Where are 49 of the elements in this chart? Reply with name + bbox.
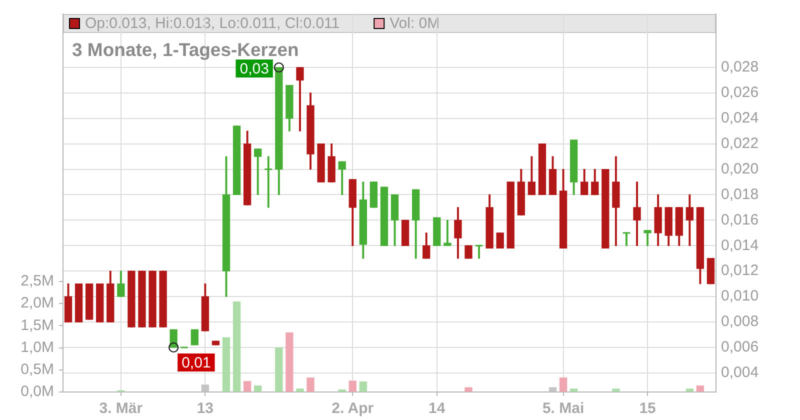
x-tick-label: 2. Apr — [332, 400, 374, 418]
text: 3 Monate, 1-Tages-Kerzen — [72, 39, 299, 60]
y-tick-label: 0,028 — [721, 58, 759, 76]
y-tick-label: 0,012 — [721, 262, 759, 280]
bar — [348, 380, 356, 392]
y2-tick-label: 0,5M — [20, 361, 54, 378]
bar — [338, 389, 346, 392]
bar — [286, 332, 294, 392]
bar — [296, 388, 304, 392]
bar — [696, 385, 704, 392]
y2-tick-label: 2,5M — [20, 272, 54, 290]
y-tick-label: 0,014 — [721, 236, 759, 254]
x-tick-label: 3. Mär — [99, 400, 143, 418]
bar — [570, 388, 578, 392]
y2-tick-label: 1,5M — [20, 316, 54, 334]
annotation: 0,01 — [182, 354, 211, 372]
y-tick-label: 0,022 — [721, 134, 759, 152]
bar — [201, 384, 210, 392]
y-tick-label: 0,024 — [721, 110, 759, 127]
bar — [612, 388, 620, 392]
x-tick-label: 14 — [428, 400, 446, 418]
y-tick-label: 0,026 — [721, 84, 759, 102]
y-tick-label: 0,006 — [721, 338, 759, 356]
bar — [548, 387, 557, 392]
candlestick — [444, 220, 452, 246]
y2-tick-label: 2,0M — [20, 294, 54, 312]
bar — [254, 385, 262, 392]
y2-tick-label: 0,0M — [20, 383, 54, 400]
bar — [306, 378, 314, 392]
bar — [464, 387, 472, 392]
bar — [222, 337, 230, 392]
bar — [686, 388, 694, 392]
bar — [559, 378, 568, 392]
y-tick-label: 0,016 — [721, 211, 759, 228]
bar — [232, 301, 241, 392]
x-tick-label: 15 — [639, 400, 656, 418]
y-tick-label: 0,004 — [721, 364, 759, 382]
annotation: 0,03 — [240, 60, 269, 78]
y-tick-label: 0,010 — [721, 288, 759, 305]
x-tick-label: 13 — [196, 400, 214, 418]
bar — [359, 382, 367, 392]
y2-tick-label: 1,0M — [20, 338, 54, 356]
bar — [243, 381, 252, 392]
y-tick-label: 0,020 — [721, 160, 759, 178]
y-tick-label: 0,008 — [721, 313, 759, 330]
legend-label: Op:0.013, Hi:0.013, Lo:0.011, Cl:0.011 — [85, 15, 340, 32]
bar — [275, 347, 283, 392]
y-tick-label: 0,018 — [721, 186, 759, 203]
x-tick-label: 5. Mai — [542, 400, 584, 418]
